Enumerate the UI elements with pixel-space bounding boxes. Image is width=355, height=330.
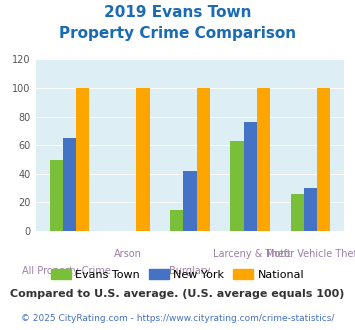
Bar	[76, 88, 89, 231]
Text: Motor Vehicle Theft: Motor Vehicle Theft	[266, 249, 355, 259]
Bar	[50, 159, 63, 231]
Bar	[257, 88, 270, 231]
Bar	[136, 88, 149, 231]
Text: All Property Crime: All Property Crime	[22, 266, 111, 276]
Text: Compared to U.S. average. (U.S. average equals 100): Compared to U.S. average. (U.S. average …	[10, 289, 345, 299]
Bar	[230, 141, 244, 231]
Bar	[244, 122, 257, 231]
Bar	[304, 188, 317, 231]
Bar	[63, 138, 76, 231]
Bar	[197, 88, 210, 231]
Bar	[317, 88, 330, 231]
Bar	[170, 210, 183, 231]
Bar	[290, 194, 304, 231]
Text: 2019 Evans Town: 2019 Evans Town	[104, 5, 251, 20]
Text: Property Crime Comparison: Property Crime Comparison	[59, 26, 296, 41]
Text: Larceny & Theft: Larceny & Theft	[213, 249, 291, 259]
Text: Arson: Arson	[114, 249, 142, 259]
Text: Burglary: Burglary	[169, 266, 211, 276]
Bar	[183, 171, 197, 231]
Text: © 2025 CityRating.com - https://www.cityrating.com/crime-statistics/: © 2025 CityRating.com - https://www.city…	[21, 314, 334, 323]
Legend: Evans Town, New York, National: Evans Town, New York, National	[46, 265, 309, 284]
